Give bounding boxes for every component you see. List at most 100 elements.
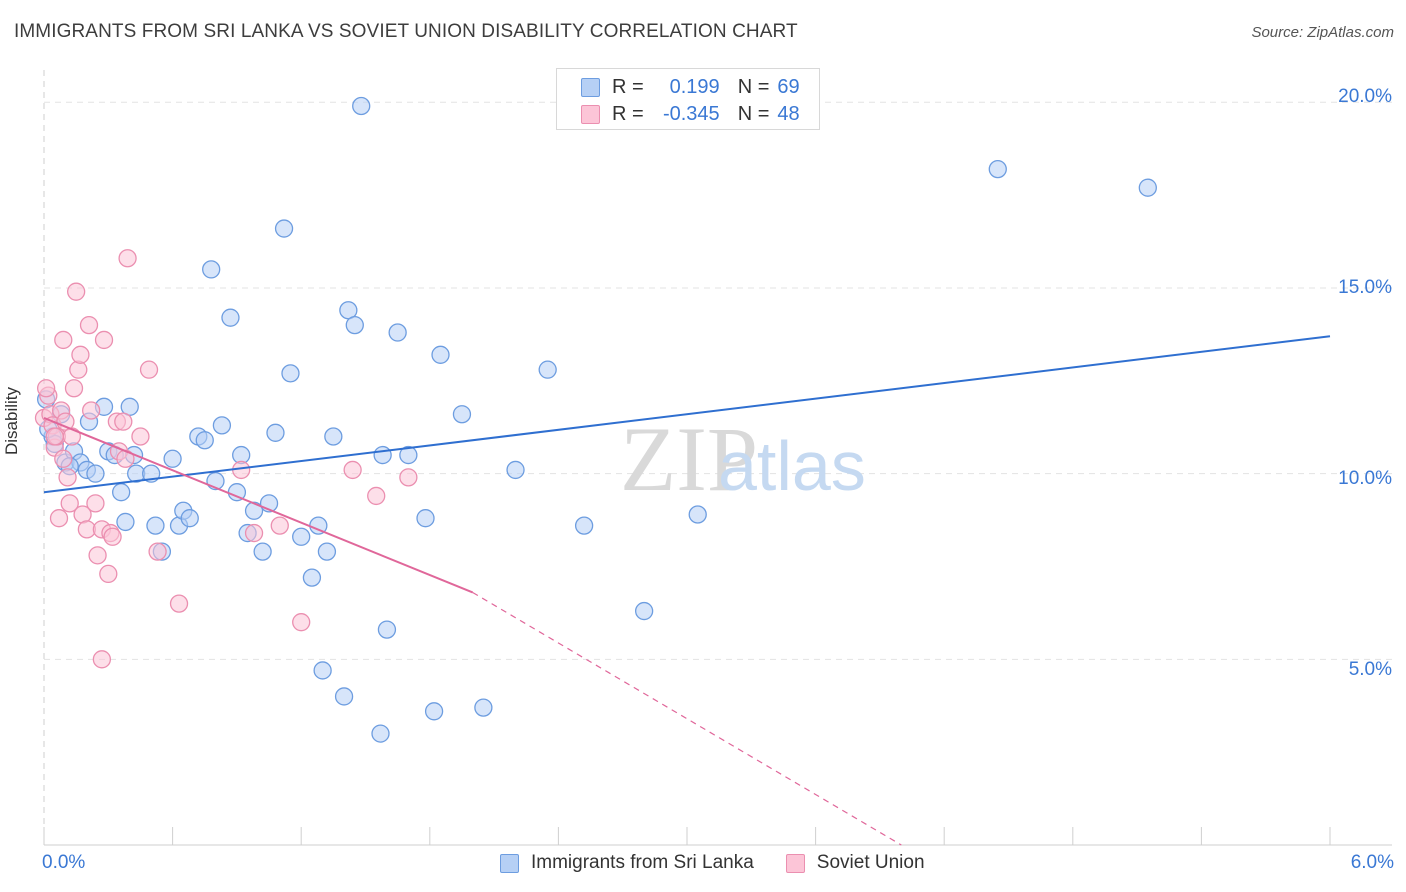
point-soviet-union [139, 360, 159, 379]
data-points [34, 96, 1157, 743]
point-sri-lanka [324, 427, 343, 446]
n-value: 48 [777, 102, 800, 125]
n-label: N = [737, 102, 770, 125]
point-soviet-union [62, 427, 82, 446]
point-sri-lanka [253, 542, 272, 561]
point-soviet-union [54, 449, 73, 468]
point-soviet-union [114, 412, 133, 431]
pink-swatch [581, 104, 600, 124]
y-tick-20: 20.0% [1338, 86, 1392, 107]
point-soviet-union [244, 523, 264, 543]
point-sri-lanka [452, 405, 472, 424]
x-tick-left: 0.0% [42, 852, 86, 873]
stats-legend: R = 0.199 N = 69 R = -0.345 N = 48 [556, 68, 820, 130]
trend-line-sri-lanka [43, 335, 1331, 494]
point-sri-lanka [334, 687, 354, 706]
point-sri-lanka [424, 702, 444, 721]
grid-lines [43, 70, 1392, 845]
point-sri-lanka [302, 568, 322, 587]
point-soviet-union [71, 345, 90, 364]
point-sri-lanka [195, 431, 214, 450]
x-tick-right: 6.0% [1350, 852, 1394, 873]
chart-title: IMMIGRANTS FROM SRI LANKA VS SOVIET UNIO… [14, 21, 798, 42]
point-sri-lanka [506, 460, 525, 480]
point-soviet-union [99, 564, 118, 584]
point-soviet-union [54, 330, 73, 350]
point-soviet-union [82, 401, 101, 420]
point-sri-lanka [431, 345, 450, 364]
r-label: R = [612, 75, 644, 98]
trend-line-soviet-union [43, 417, 474, 594]
point-sri-lanka [416, 509, 435, 528]
point-sri-lanka [634, 601, 654, 621]
point-sri-lanka [116, 512, 135, 532]
point-sri-lanka [86, 464, 105, 483]
point-sri-lanka [317, 542, 337, 561]
point-sri-lanka [538, 360, 557, 379]
point-sri-lanka [221, 308, 240, 327]
point-soviet-union [64, 379, 84, 398]
point-sri-lanka [1138, 178, 1157, 197]
point-sri-lanka [688, 505, 707, 524]
series-legend: Immigrants from Sri Lanka Soviet Union [500, 852, 957, 874]
point-sri-lanka [180, 509, 199, 528]
point-sri-lanka [212, 416, 232, 435]
point-soviet-union [45, 427, 64, 446]
point-soviet-union [131, 427, 150, 446]
point-sri-lanka [373, 445, 392, 465]
n-label: N = [737, 75, 770, 98]
point-soviet-union [86, 494, 105, 513]
legend-label: Immigrants from Sri Lanka [531, 852, 754, 873]
pink-swatch [785, 853, 805, 873]
point-soviet-union [367, 486, 386, 506]
blue-swatch [500, 853, 519, 873]
point-soviet-union [270, 516, 289, 535]
point-soviet-union [399, 468, 418, 487]
point-soviet-union [118, 249, 137, 268]
point-sri-lanka [574, 516, 594, 535]
point-sri-lanka [988, 159, 1007, 179]
r-label: R = [612, 102, 644, 125]
point-soviet-union [343, 460, 362, 480]
point-soviet-union [88, 546, 107, 565]
legend-label: Soviet Union [816, 852, 925, 873]
point-sri-lanka [266, 423, 285, 442]
legend-item-sri-lanka[interactable]: Immigrants from Sri Lanka [500, 852, 754, 874]
point-soviet-union [169, 594, 189, 613]
point-sri-lanka [399, 445, 418, 465]
y-tick-10: 10.0% [1338, 468, 1392, 489]
point-sri-lanka [202, 260, 221, 279]
point-soviet-union [69, 360, 88, 379]
chart-source: Source: ZipAtlas.com [1251, 24, 1394, 41]
point-sri-lanka [146, 516, 165, 535]
trend-lines [43, 335, 1331, 846]
point-sri-lanka [292, 527, 311, 546]
point-sri-lanka [352, 96, 371, 116]
point-soviet-union [92, 650, 112, 669]
y-tick-5: 5.0% [1348, 659, 1392, 680]
point-soviet-union [103, 527, 122, 546]
point-sri-lanka [388, 323, 407, 342]
x-axis [43, 827, 1392, 846]
stats-row-sri-lanka: R = 0.199 N = 69 [581, 75, 800, 99]
point-sri-lanka [377, 620, 397, 639]
watermark-atlas: atlas [718, 427, 866, 505]
y-axis-label: Disability [2, 386, 21, 455]
point-soviet-union [36, 379, 56, 398]
legend-item-soviet-union[interactable]: Soviet Union [785, 852, 925, 874]
point-sri-lanka [313, 661, 332, 680]
r-value: 0.199 [669, 75, 720, 98]
y-tick-15: 15.0% [1338, 277, 1392, 298]
point-soviet-union [94, 330, 114, 350]
point-sri-lanka [244, 501, 264, 520]
watermark-zip: ZIP [620, 408, 758, 510]
point-sri-lanka [281, 364, 300, 383]
stats-row-soviet-union: R = -0.345 N = 48 [581, 102, 800, 126]
point-sri-lanka [474, 698, 493, 717]
n-value: 69 [777, 75, 800, 98]
point-sri-lanka [371, 724, 390, 743]
point-sri-lanka [345, 315, 364, 335]
r-value: -0.345 [662, 102, 720, 125]
point-soviet-union [148, 542, 167, 561]
point-soviet-union [67, 282, 86, 301]
